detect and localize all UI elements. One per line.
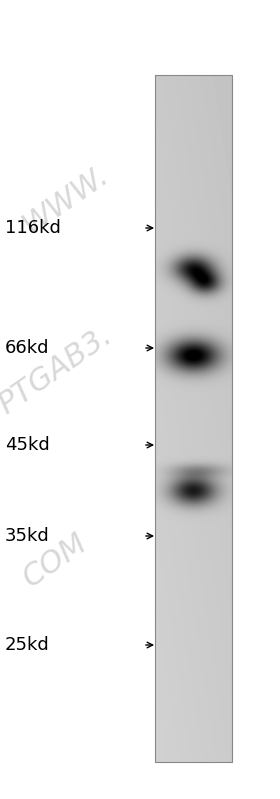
Text: COM: COM (17, 527, 93, 592)
Text: WWW.: WWW. (17, 160, 113, 240)
Text: 45kd: 45kd (5, 436, 50, 454)
Text: 116kd: 116kd (5, 219, 61, 237)
Text: 25kd: 25kd (5, 636, 50, 654)
Text: PTGAB3.: PTGAB3. (0, 320, 117, 419)
Bar (155, 75, 232, 762)
Text: 66kd: 66kd (5, 339, 50, 357)
Text: 35kd: 35kd (5, 527, 50, 545)
